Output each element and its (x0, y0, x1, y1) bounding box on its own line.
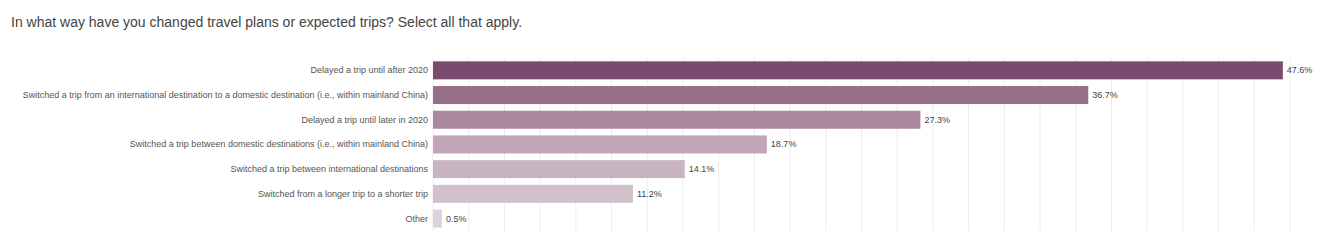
grid-line (861, 58, 862, 231)
category-label: Switched a trip between international de… (230, 164, 428, 174)
category-label: Delayed a trip until after 2020 (310, 65, 428, 75)
grid-line (825, 58, 826, 231)
bar (433, 135, 767, 153)
data-label: 0.5% (446, 214, 467, 224)
grid-line (932, 58, 933, 231)
data-label: 14.1% (689, 164, 715, 174)
bars (433, 61, 1283, 227)
grid-line (1040, 58, 1041, 231)
data-label: 11.2% (637, 189, 662, 199)
bar (433, 210, 442, 228)
chart: In what way have you changed travel plan… (0, 0, 1325, 240)
data-label: 27.3% (924, 115, 950, 125)
grid (433, 58, 1290, 231)
grid-line (968, 58, 969, 231)
grid-line (1254, 58, 1255, 231)
title: In what way have you changed travel plan… (11, 14, 522, 30)
grid-line (1218, 58, 1219, 231)
data-label: 18.7% (771, 139, 797, 149)
data-label: 36.7% (1092, 90, 1118, 100)
bar (433, 61, 1283, 79)
bar (433, 160, 685, 178)
grid-line (1111, 58, 1112, 231)
bar (433, 111, 920, 129)
grid-line (1182, 58, 1183, 231)
grid-line (1075, 58, 1076, 231)
grid-line (897, 58, 898, 231)
category-label: Switched a trip from an international de… (23, 90, 428, 100)
bar (433, 185, 633, 203)
category-label: Switched a trip between domestic destina… (130, 139, 428, 149)
category-label: Switched from a longer trip to a shorter… (258, 189, 428, 199)
grid-line (1290, 58, 1291, 231)
category-label: Other (405, 214, 428, 224)
grid-line (1147, 58, 1148, 231)
category-label: Delayed a trip until later in 2020 (301, 115, 428, 125)
data-label: 47.6% (1287, 65, 1313, 75)
bar (433, 86, 1088, 104)
grid-line (1004, 58, 1005, 231)
